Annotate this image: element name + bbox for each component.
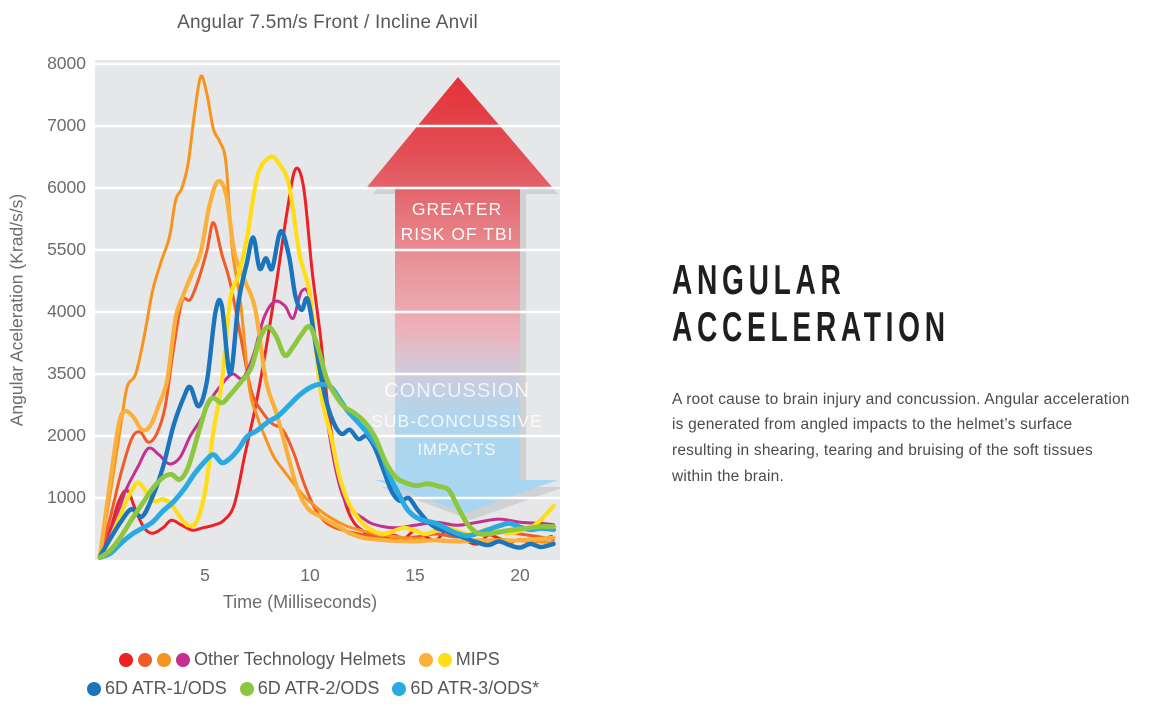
legend-item: MIPS xyxy=(418,649,500,670)
legend-label: 6D ATR-2/ODS xyxy=(257,678,380,698)
arrow-label-greater: GREATER xyxy=(412,199,502,219)
x-axis-title: Time (Milliseconds) xyxy=(222,592,378,612)
legend-swatch-icon xyxy=(437,652,452,667)
y-tick-6000: 6000 xyxy=(47,177,86,197)
legend-row-1: Other Technology Helmets MIPS xyxy=(119,649,500,670)
x-tick-20: 20 xyxy=(510,565,530,585)
legend-label: 6D ATR-3/ODS* xyxy=(410,678,540,698)
series-6d-atr2-green xyxy=(97,323,556,560)
y-tick-4000: 4000 xyxy=(47,301,86,321)
legend-label: 6D ATR-1/ODS xyxy=(105,678,227,698)
legend-label: MIPS xyxy=(455,649,500,669)
info-heading-line2: ACCELERATION xyxy=(672,303,950,350)
series-mips-amber xyxy=(97,179,556,559)
chart-title: Angular 7.5m/s Front / Incline Anvil xyxy=(177,12,478,33)
series-other-vermilion xyxy=(98,221,556,558)
x-tick-10: 10 xyxy=(300,565,320,585)
legend-item: 6D ATR-3/ODS* xyxy=(392,678,539,699)
info-heading: ANGULAR ACCELERATION xyxy=(672,256,950,350)
legend-swatch-icon xyxy=(138,652,152,667)
y-axis-label: Angular Aceleration (Krad/s/s) xyxy=(6,193,27,427)
legend-swatch-icon xyxy=(392,681,407,696)
legend-item: Other Technology Helmets xyxy=(119,649,406,670)
legend-row-2: 6D ATR-1/ODS 6D ATR-2/ODS 6D ATR-3/ODS* xyxy=(87,678,539,699)
arrow-label-concussion: CONCUSSION xyxy=(384,380,530,402)
y-tick-2000: 2000 xyxy=(47,425,86,445)
legend-swatch-icon xyxy=(119,652,133,667)
info-body: A root cause to brain injury and concuss… xyxy=(672,390,1130,485)
y-tick-7000: 7000 xyxy=(47,115,86,135)
y-tick-3500: 3500 xyxy=(47,363,86,383)
info-heading-line1: ANGULAR xyxy=(672,256,846,303)
y-tick-5500: 5500 xyxy=(47,239,86,259)
arrow-label-sub-concussive: SUB-CONCUSSIVE xyxy=(371,411,543,431)
legend-swatch-icon xyxy=(87,681,101,696)
x-tick-15: 15 xyxy=(405,565,425,585)
y-tick-1000: 1000 xyxy=(47,487,86,507)
legend-swatch-icon xyxy=(239,681,254,696)
arrow-label-risk-of-tbi: RISK OF TBI xyxy=(401,224,514,244)
x-tick-5: 5 xyxy=(200,565,210,585)
legend-item: 6D ATR-1/ODS xyxy=(87,678,227,699)
chart-plot: GREATER RISK OF TBI CONCUSSION SUB-CONCUSSI… xyxy=(95,60,560,560)
risk-arrow xyxy=(367,77,558,513)
legend-label: Other Technology Helmets xyxy=(194,649,406,669)
arrow-label-impacts: IMPACTS xyxy=(417,441,496,459)
series-other-orange xyxy=(98,74,556,558)
legend-swatch-icon xyxy=(418,652,433,667)
y-tick-8000: 8000 xyxy=(47,53,86,73)
legend-swatch-icon xyxy=(176,652,190,667)
legend-swatch-icon xyxy=(157,652,171,667)
legend-item: 6D ATR-2/ODS xyxy=(239,678,380,699)
